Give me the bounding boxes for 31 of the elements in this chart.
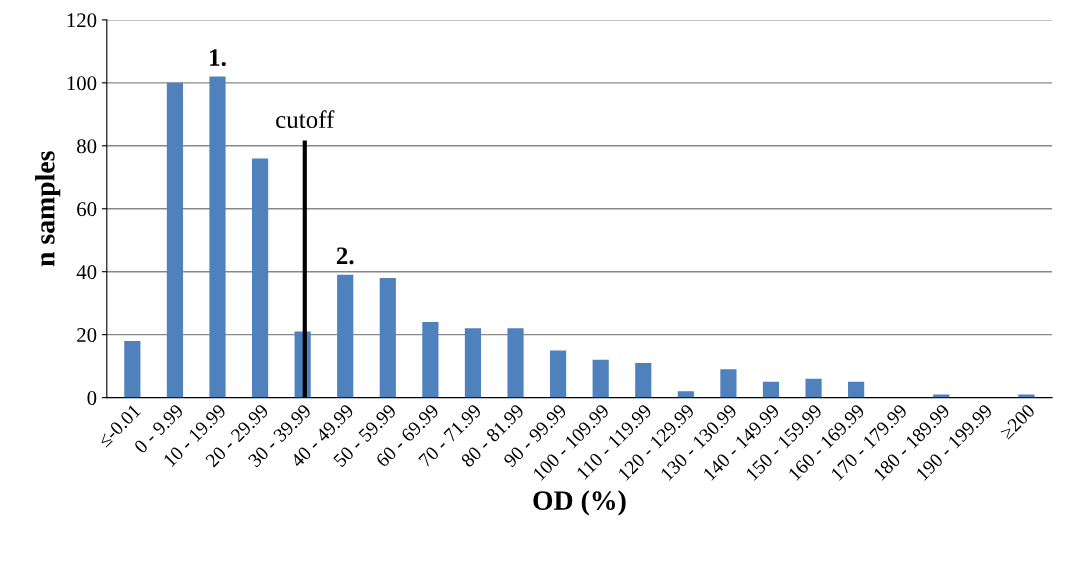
y-axis-title: n samples (35, 151, 61, 267)
y-tick-label: 120 (67, 13, 97, 28)
bar (592, 359, 609, 398)
y-tick-label: 100 (67, 76, 97, 91)
bar (635, 362, 652, 398)
bar (677, 391, 694, 398)
y-tick-label: 40 (76, 265, 97, 280)
bar (1018, 394, 1035, 398)
bar (805, 378, 822, 398)
bar (507, 328, 524, 398)
ref-line-label: cutoff (276, 110, 335, 129)
y-tick-label: 60 (77, 202, 97, 217)
y-tick-label: 80 (77, 139, 97, 154)
bar (251, 158, 269, 398)
x-axis-title: OD (%) (533, 490, 626, 516)
bar (422, 322, 439, 398)
y-tick-label: 0 (87, 390, 97, 406)
bar (337, 274, 354, 398)
bar (166, 82, 184, 398)
bar (762, 381, 780, 398)
bar (464, 328, 482, 398)
bar (550, 350, 567, 398)
annotation: 1. (210, 49, 226, 67)
bar (933, 394, 950, 398)
annotation: 2. (336, 247, 354, 265)
bar (379, 277, 396, 398)
bar (124, 340, 141, 398)
y-tick-label: 20 (77, 328, 97, 343)
bar (720, 369, 737, 398)
bar (209, 76, 226, 398)
bar (848, 381, 865, 398)
